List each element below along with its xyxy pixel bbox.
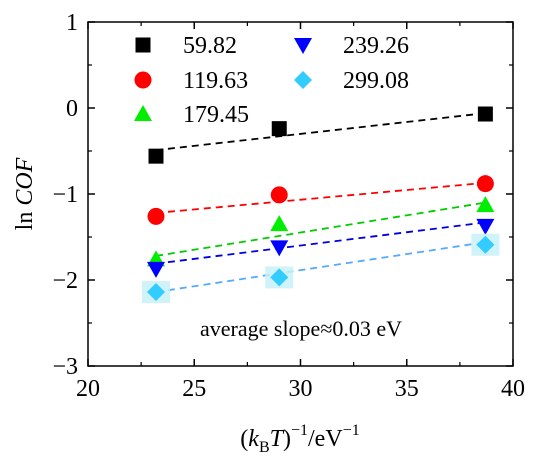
legend-marker-119-63 <box>134 71 152 89</box>
data-point-59-82-1 <box>271 121 287 137</box>
annotation-average-slope: average slope≈0.03 eV <box>200 316 402 341</box>
legend-label-59-82: 59.82 <box>183 33 237 59</box>
data-point-239-26-2-shape <box>476 218 495 235</box>
data-point-299-08-0 <box>142 281 170 304</box>
y-tick-label--3: −3 <box>52 354 78 380</box>
data-point-59-82-2-shape <box>477 106 493 122</box>
x-tick-label-25: 25 <box>182 376 206 402</box>
data-point-59-82-2 <box>477 106 493 122</box>
y-tick-label--1: −1 <box>52 182 78 208</box>
legend-marker-119-63-shape <box>134 71 152 89</box>
x-tick-label-30: 30 <box>289 376 313 402</box>
legend-marker-239-26 <box>294 38 312 54</box>
data-point-59-82-0 <box>148 148 164 164</box>
legend-label-239-26: 239.26 <box>343 33 409 59</box>
legend-marker-179-45 <box>134 105 152 121</box>
x-tick-label-35: 35 <box>395 376 419 402</box>
y-tick-label-0: 0 <box>66 96 78 122</box>
data-point-299-08-0-shape <box>147 283 165 302</box>
fit-line-299-08 <box>155 241 486 293</box>
x-axis-label-sub: B <box>259 439 270 456</box>
x-tick-label-20: 20 <box>76 376 100 402</box>
data-point-179-45-2-shape <box>476 196 495 213</box>
legend-label-179-45: 179.45 <box>183 102 249 128</box>
y-axis-label-cof: COF <box>12 157 38 205</box>
data-points-layer <box>142 106 500 304</box>
fit-line-59-82 <box>155 112 486 152</box>
x-axis-label-unit: /eV <box>308 426 343 452</box>
y-axis-label: ln COF <box>12 157 38 230</box>
data-point-299-08-1-shape <box>270 268 289 287</box>
legend-marker-239-26-shape <box>294 38 312 54</box>
data-point-239-26-1 <box>270 240 289 257</box>
x-axis-label-k: k <box>248 426 259 452</box>
data-point-239-26-2 <box>476 218 495 235</box>
data-point-179-45-1 <box>270 215 289 232</box>
legend-marker-299-08 <box>294 71 312 89</box>
data-point-119-63-2-shape <box>476 175 494 193</box>
data-point-299-08-2-shape <box>476 235 495 254</box>
data-point-119-63-2 <box>476 175 494 193</box>
legend-marker-179-45-shape <box>134 105 152 121</box>
fit-line-119-63 <box>155 181 486 214</box>
x-axis-label-t: T <box>270 426 285 452</box>
legend-label-119-63: 119.63 <box>183 68 248 94</box>
data-point-179-45-1-shape <box>270 215 289 232</box>
data-point-59-82-0-shape <box>148 148 164 164</box>
x-axis-label-close: ) <box>283 426 291 452</box>
fit-line-179-45 <box>155 201 486 257</box>
y-axis-label-ln: ln <box>12 206 38 231</box>
data-point-239-26-1-shape <box>270 240 289 257</box>
data-point-239-26-0 <box>147 261 165 278</box>
data-point-299-08-2 <box>471 233 500 256</box>
data-point-119-63-0-shape <box>147 207 165 225</box>
legend: 59.82 119.63 179.45 239.26 299.08 <box>134 33 409 128</box>
legend-label-299-08: 299.08 <box>343 68 409 94</box>
x-tick-label-40: 40 <box>501 376 525 402</box>
ticks-layer: 20 25 30 35 40 −3 −2 −1 0 1 <box>52 10 525 402</box>
x-axis-label: (kBT)−1/eV−1 <box>240 422 359 456</box>
y-tick-label-1: 1 <box>66 10 78 36</box>
fit-line-239-26 <box>155 221 486 265</box>
data-point-119-63-1-shape <box>270 186 288 204</box>
x-axis-label-open: ( <box>240 426 248 452</box>
data-point-179-45-2 <box>476 196 495 213</box>
y-tick-label--2: −2 <box>52 268 78 294</box>
legend-marker-299-08-shape <box>294 71 312 89</box>
data-point-239-26-0-shape <box>147 261 165 278</box>
data-point-59-82-1-shape <box>271 121 287 137</box>
data-point-119-63-0 <box>147 207 165 225</box>
x-axis-label-sup1: −1 <box>291 422 308 439</box>
fit-lines-layer <box>155 112 486 293</box>
data-point-119-63-1 <box>270 186 288 204</box>
x-axis-label-sup2: −1 <box>343 422 360 439</box>
legend-marker-59-82-shape <box>135 37 151 53</box>
legend-marker-59-82 <box>135 37 151 53</box>
data-point-299-08-1 <box>265 266 294 289</box>
